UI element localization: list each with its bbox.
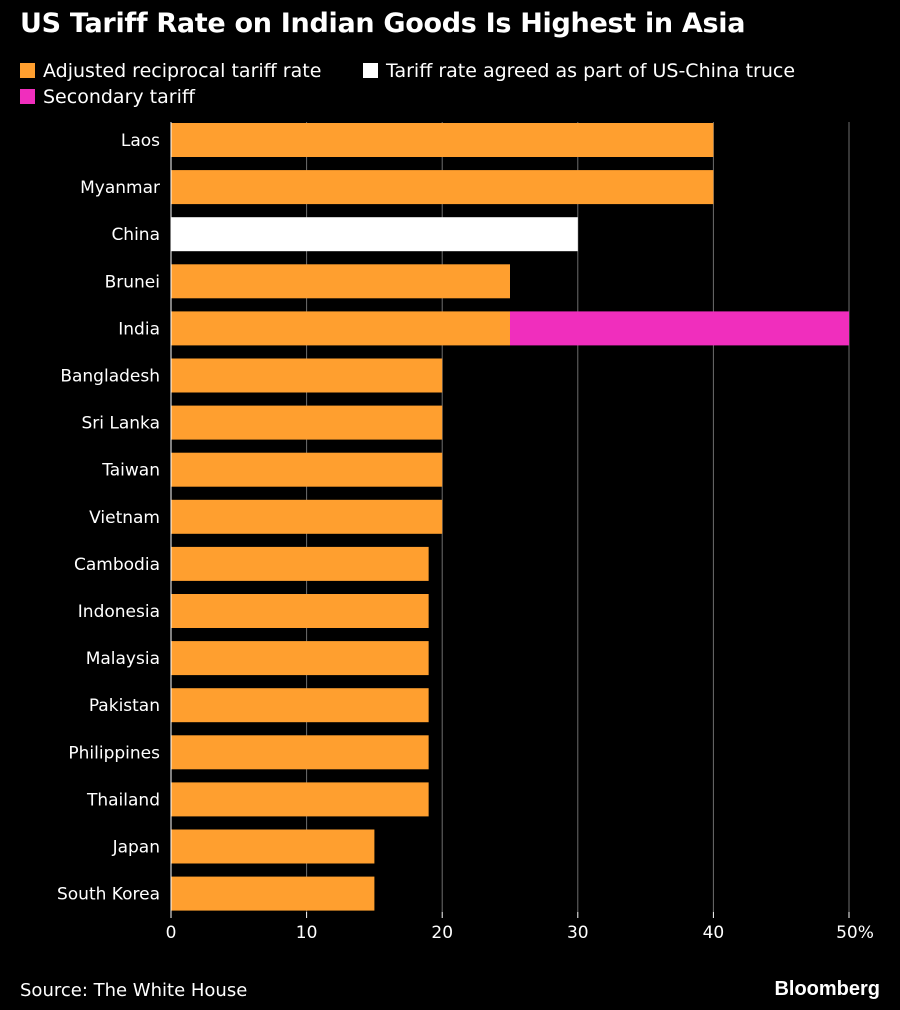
bar-indonesia-series-0 <box>171 594 429 628</box>
category-label-indonesia: Indonesia <box>78 602 160 622</box>
category-label-vietnam: Vietnam <box>89 508 160 528</box>
category-label-sri-lanka: Sri Lanka <box>81 414 160 434</box>
category-label-japan: Japan <box>112 838 160 858</box>
bar-cambodia-series-0 <box>171 546 429 581</box>
x-tick-label-10: 10 <box>296 923 318 943</box>
category-label-cambodia: Cambodia <box>74 555 160 575</box>
category-label-thailand: Thailand <box>86 790 160 810</box>
legend-item-us-china-truce: Tariff rate agreed as part of US-China t… <box>363 60 795 82</box>
bar-south-korea-series-0 <box>171 876 375 911</box>
category-label-china: China <box>111 225 160 245</box>
x-tick-label-40: 40 <box>703 923 725 943</box>
bar-india-series-2 <box>510 311 849 346</box>
legend-item-secondary-tariff: Secondary tariff <box>20 86 195 108</box>
bar-brunei-series-0 <box>171 264 510 299</box>
legend-swatch-secondary-tariff <box>20 89 35 104</box>
category-label-south-korea: South Korea <box>57 885 160 905</box>
source-note: Source: The White House <box>20 980 248 1001</box>
category-label-myanmar: Myanmar <box>80 178 160 198</box>
x-tick-label-20: 20 <box>431 923 453 943</box>
bar-pakistan-series-0 <box>171 688 429 723</box>
x-tick-label-30: 30 <box>567 923 589 943</box>
x-tick-label-0: 0 <box>166 923 177 943</box>
category-label-india: India <box>118 319 160 339</box>
bar-sri-lanka-series-0 <box>171 405 443 440</box>
legend-label-secondary-tariff: Secondary tariff <box>43 86 195 108</box>
category-label-laos: Laos <box>121 131 160 151</box>
legend-item-adjusted-reciprocal: Adjusted reciprocal tariff rate <box>20 60 321 82</box>
category-label-philippines: Philippines <box>68 743 160 763</box>
category-label-malaysia: Malaysia <box>86 649 160 669</box>
bar-laos-series-0 <box>171 123 714 157</box>
bar-malaysia-series-0 <box>171 641 429 676</box>
legend-swatch-us-china-truce <box>363 63 378 78</box>
bar-philippines-series-0 <box>171 735 429 770</box>
category-label-brunei: Brunei <box>105 272 160 292</box>
category-label-bangladesh: Bangladesh <box>60 367 160 387</box>
bar-india-series-0 <box>171 311 510 346</box>
bloomberg-logo: Bloomberg <box>774 978 880 1000</box>
category-label-taiwan: Taiwan <box>101 461 160 481</box>
legend-label-us-china-truce: Tariff rate agreed as part of US-China t… <box>386 60 796 82</box>
bar-myanmar-series-0 <box>171 170 714 205</box>
bar-thailand-series-0 <box>171 782 429 817</box>
bar-china-series-1 <box>171 217 578 252</box>
legend-label-adjusted-reciprocal: Adjusted reciprocal tariff rate <box>43 60 322 82</box>
category-label-pakistan: Pakistan <box>89 696 160 716</box>
bar-bangladesh-series-0 <box>171 358 443 393</box>
legend-swatch-adjusted-reciprocal <box>20 63 35 78</box>
x-tick-label-50: 50% <box>836 923 874 943</box>
chart-title: US Tariff Rate on Indian Goods Is Highes… <box>20 8 746 39</box>
bar-japan-series-0 <box>171 829 375 864</box>
bar-vietnam-series-0 <box>171 499 443 534</box>
bar-taiwan-series-0 <box>171 452 443 487</box>
